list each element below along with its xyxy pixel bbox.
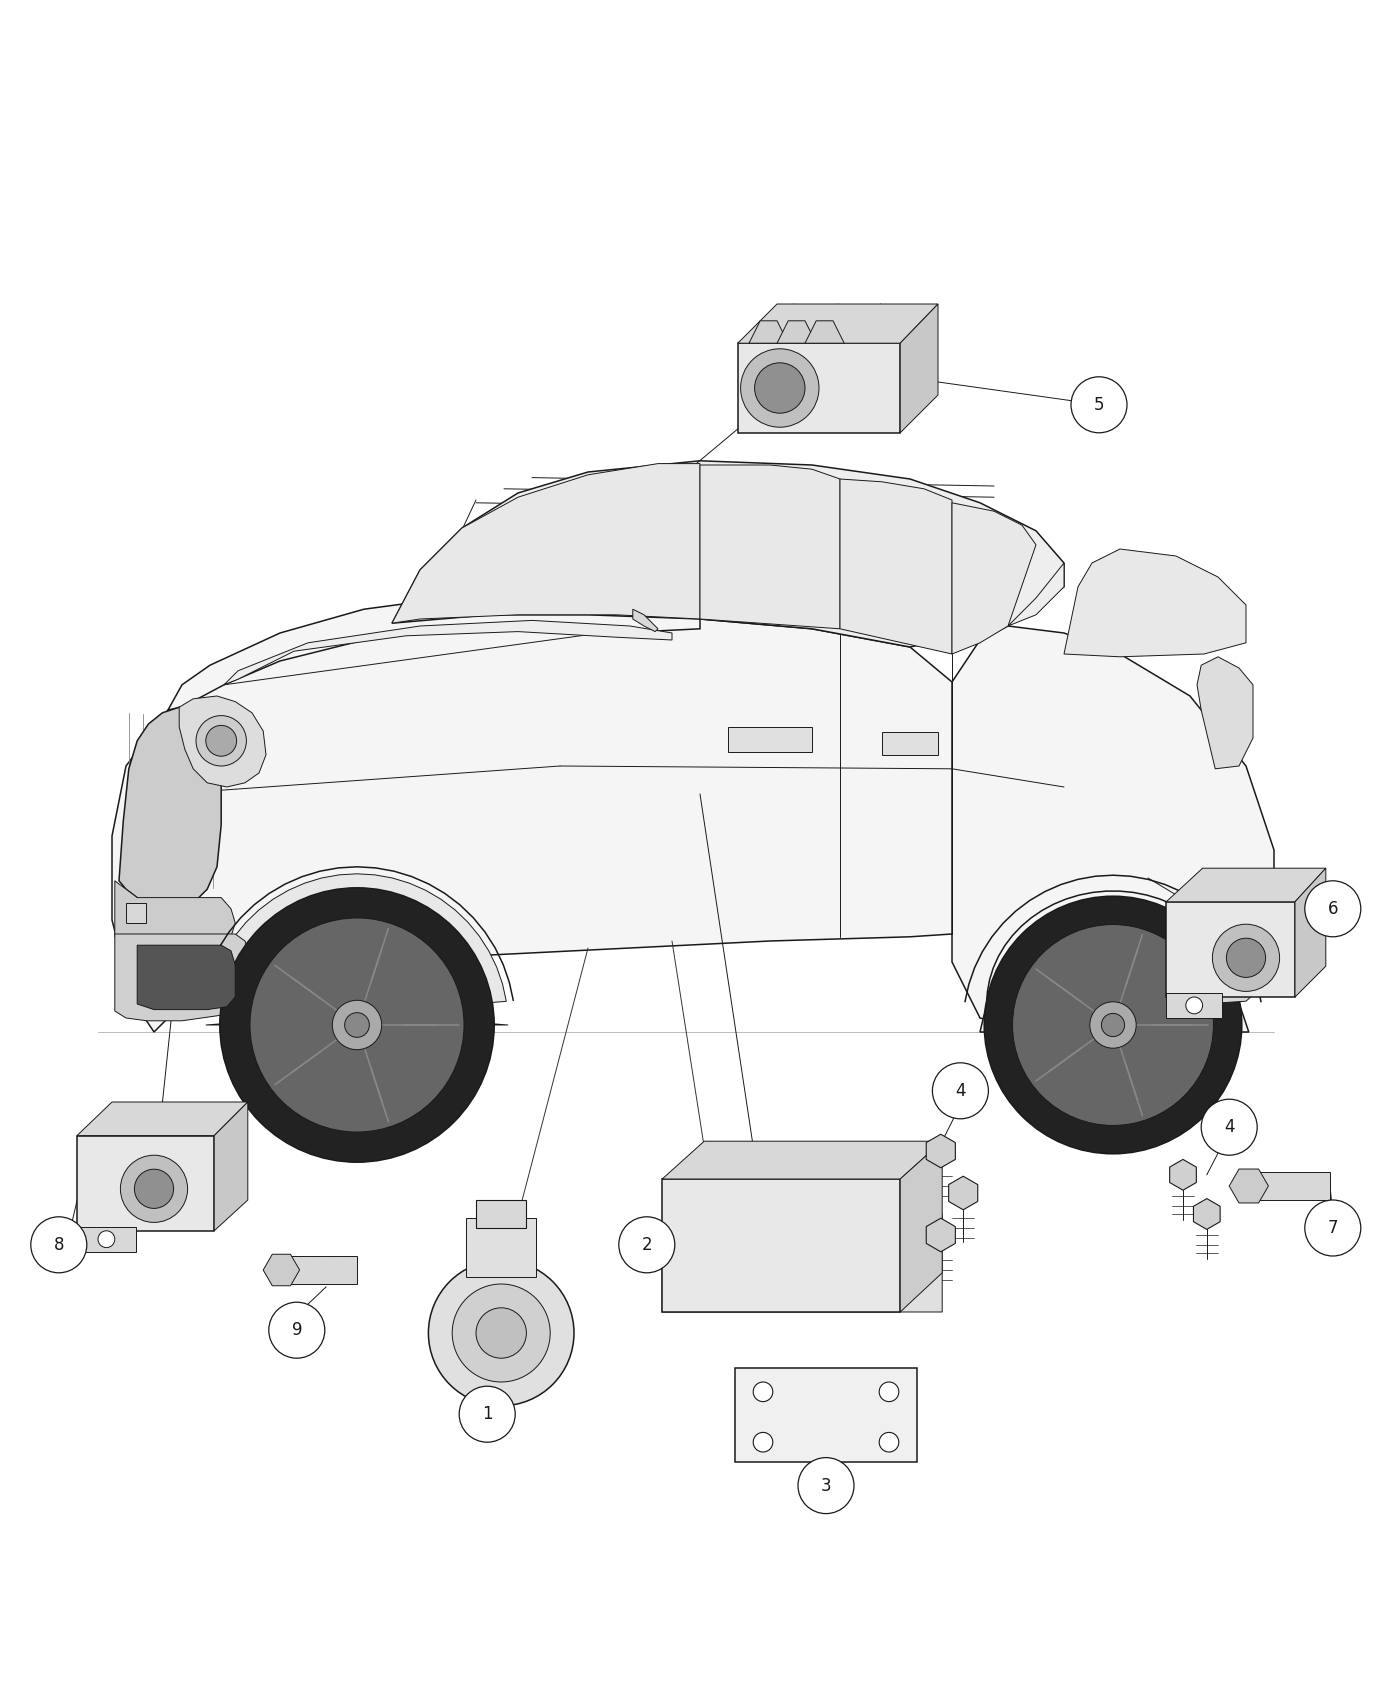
Circle shape bbox=[31, 1217, 87, 1273]
Polygon shape bbox=[949, 1176, 977, 1210]
Polygon shape bbox=[137, 945, 235, 1010]
Circle shape bbox=[879, 1433, 899, 1452]
Circle shape bbox=[879, 1382, 899, 1401]
Polygon shape bbox=[1197, 656, 1253, 768]
Polygon shape bbox=[1229, 1170, 1268, 1204]
Polygon shape bbox=[840, 479, 952, 654]
Text: 4: 4 bbox=[1224, 1119, 1235, 1136]
Polygon shape bbox=[1295, 869, 1326, 996]
Polygon shape bbox=[777, 321, 816, 343]
Circle shape bbox=[120, 1156, 188, 1222]
Text: 3: 3 bbox=[820, 1477, 832, 1494]
Polygon shape bbox=[126, 903, 146, 923]
Polygon shape bbox=[115, 933, 249, 1020]
Polygon shape bbox=[633, 609, 658, 632]
Circle shape bbox=[619, 1217, 675, 1273]
Polygon shape bbox=[206, 874, 508, 1025]
Circle shape bbox=[220, 887, 494, 1163]
Polygon shape bbox=[738, 304, 938, 343]
Circle shape bbox=[459, 1386, 515, 1442]
Circle shape bbox=[1012, 925, 1214, 1125]
Circle shape bbox=[1212, 925, 1280, 991]
Text: 6: 6 bbox=[1327, 899, 1338, 918]
Polygon shape bbox=[168, 595, 700, 711]
Circle shape bbox=[1305, 881, 1361, 937]
Text: 7: 7 bbox=[1327, 1219, 1338, 1238]
Circle shape bbox=[932, 1062, 988, 1119]
Polygon shape bbox=[1064, 549, 1246, 656]
Polygon shape bbox=[1166, 901, 1295, 996]
Circle shape bbox=[753, 1382, 773, 1401]
Circle shape bbox=[98, 1231, 115, 1248]
Bar bbox=[77, 1227, 136, 1251]
Text: 4: 4 bbox=[955, 1081, 966, 1100]
Polygon shape bbox=[263, 1255, 300, 1285]
Bar bbox=[1166, 993, 1222, 1018]
Polygon shape bbox=[115, 881, 235, 950]
Text: 5: 5 bbox=[1093, 396, 1105, 413]
Polygon shape bbox=[952, 503, 1036, 654]
Polygon shape bbox=[1249, 1171, 1330, 1200]
Polygon shape bbox=[900, 304, 938, 434]
Polygon shape bbox=[77, 1102, 248, 1136]
Circle shape bbox=[753, 1433, 773, 1452]
Circle shape bbox=[269, 1302, 325, 1358]
Polygon shape bbox=[214, 1102, 248, 1231]
Polygon shape bbox=[112, 615, 952, 1032]
Polygon shape bbox=[952, 626, 1274, 1032]
Circle shape bbox=[1201, 1100, 1257, 1156]
Text: 2: 2 bbox=[641, 1236, 652, 1255]
Polygon shape bbox=[1169, 1159, 1197, 1190]
Polygon shape bbox=[1193, 1198, 1221, 1229]
Circle shape bbox=[251, 918, 463, 1132]
Polygon shape bbox=[77, 1136, 214, 1231]
Text: 9: 9 bbox=[291, 1321, 302, 1340]
Polygon shape bbox=[281, 1256, 357, 1284]
Polygon shape bbox=[927, 1219, 955, 1251]
Polygon shape bbox=[749, 321, 788, 343]
Circle shape bbox=[332, 1000, 382, 1049]
Polygon shape bbox=[392, 461, 1064, 648]
Bar bbox=[728, 728, 812, 751]
Polygon shape bbox=[466, 1219, 536, 1277]
Text: 8: 8 bbox=[53, 1236, 64, 1255]
Circle shape bbox=[1305, 1200, 1361, 1256]
Circle shape bbox=[196, 716, 246, 767]
Polygon shape bbox=[119, 707, 221, 910]
Circle shape bbox=[1089, 1001, 1137, 1049]
Polygon shape bbox=[900, 1141, 942, 1312]
Circle shape bbox=[428, 1260, 574, 1406]
Polygon shape bbox=[735, 1368, 917, 1462]
Circle shape bbox=[1102, 1013, 1124, 1037]
Circle shape bbox=[1186, 996, 1203, 1013]
Polygon shape bbox=[179, 695, 266, 787]
Circle shape bbox=[452, 1284, 550, 1382]
Polygon shape bbox=[224, 620, 672, 685]
Bar bbox=[882, 733, 938, 755]
Polygon shape bbox=[662, 1214, 942, 1312]
Polygon shape bbox=[392, 464, 700, 624]
Polygon shape bbox=[738, 343, 900, 434]
Polygon shape bbox=[980, 891, 1249, 1032]
Circle shape bbox=[134, 1170, 174, 1209]
Text: 1: 1 bbox=[482, 1406, 493, 1423]
Circle shape bbox=[798, 1457, 854, 1513]
Circle shape bbox=[1071, 377, 1127, 434]
Polygon shape bbox=[1071, 923, 1277, 1032]
Circle shape bbox=[755, 362, 805, 413]
Polygon shape bbox=[805, 321, 844, 343]
Polygon shape bbox=[1008, 563, 1064, 626]
Polygon shape bbox=[1166, 869, 1326, 901]
Circle shape bbox=[741, 348, 819, 427]
Circle shape bbox=[344, 1013, 370, 1037]
Polygon shape bbox=[476, 1200, 526, 1227]
Circle shape bbox=[476, 1307, 526, 1358]
Polygon shape bbox=[662, 1141, 942, 1180]
Polygon shape bbox=[927, 1134, 955, 1168]
Polygon shape bbox=[662, 1180, 900, 1312]
Circle shape bbox=[206, 726, 237, 756]
Circle shape bbox=[984, 896, 1242, 1154]
Circle shape bbox=[1226, 938, 1266, 977]
Polygon shape bbox=[700, 466, 840, 629]
